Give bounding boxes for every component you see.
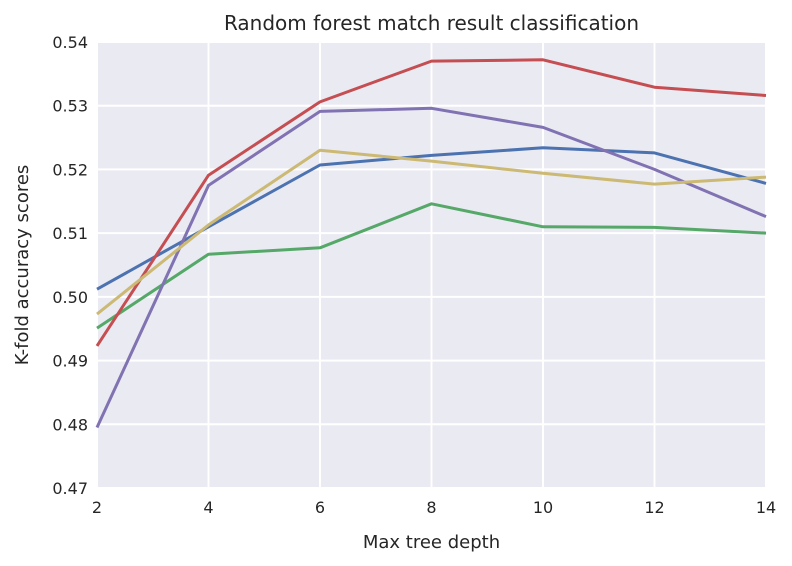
grid xyxy=(96,41,767,489)
y-tick-label: 0.47 xyxy=(52,479,88,498)
x-tick-label: 2 xyxy=(92,498,102,517)
x-tick-label: 12 xyxy=(644,498,664,517)
x-tick-label: 4 xyxy=(203,498,213,517)
chart-title: Random forest match result classificatio… xyxy=(224,11,639,35)
x-tick-label: 6 xyxy=(315,498,325,517)
x-tick-label: 10 xyxy=(533,498,553,517)
y-tick-label: 0.54 xyxy=(52,33,88,52)
x-axis-label: Max tree depth xyxy=(363,532,500,553)
series-line-2 xyxy=(96,202,767,330)
x-tick-label: 14 xyxy=(756,498,776,517)
series-lines xyxy=(95,58,767,429)
y-tick-label: 0.50 xyxy=(52,288,88,307)
series-line-3 xyxy=(95,58,767,347)
x-axis-ticks: 2 4 6 8 10 12 14 xyxy=(92,498,776,517)
y-axis-ticks: 0.47 0.48 0.49 0.50 0.51 0.52 0.53 0.54 xyxy=(52,33,88,498)
y-tick-label: 0.48 xyxy=(52,415,88,434)
x-tick-label: 8 xyxy=(426,498,436,517)
y-tick-label: 0.51 xyxy=(52,224,88,243)
series-line-5 xyxy=(96,148,767,316)
y-tick-label: 0.49 xyxy=(52,352,88,371)
y-tick-label: 0.52 xyxy=(52,160,88,179)
y-axis-label: K-fold accuracy scores xyxy=(12,165,33,366)
y-tick-label: 0.53 xyxy=(52,97,88,116)
series-line-4 xyxy=(95,106,767,429)
